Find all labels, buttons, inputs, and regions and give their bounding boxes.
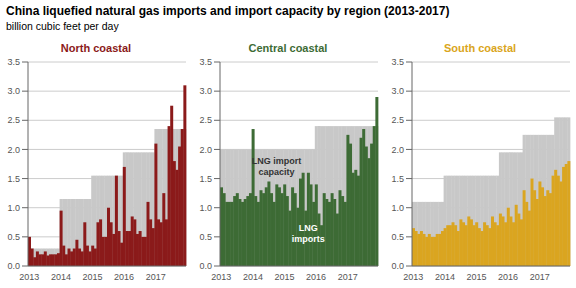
svg-text:3.0: 3.0	[391, 86, 404, 96]
svg-text:2015: 2015	[467, 272, 487, 282]
svg-text:3.5: 3.5	[391, 57, 404, 67]
svg-text:2016: 2016	[498, 272, 518, 282]
svg-text:1.5: 1.5	[8, 174, 20, 184]
svg-text:2.0: 2.0	[391, 145, 404, 155]
svg-text:2017: 2017	[530, 272, 550, 282]
svg-text:1.0: 1.0	[199, 203, 212, 213]
svg-text:LNG importcapacity: LNG importcapacity	[252, 156, 302, 177]
svg-text:3.5: 3.5	[199, 57, 212, 67]
svg-text:2015: 2015	[275, 272, 295, 282]
svg-text:1.5: 1.5	[199, 174, 212, 184]
html-text:billion cubic feet per day: billion cubic feet per day	[6, 20, 119, 32]
svg-text:1.5: 1.5	[391, 174, 404, 184]
svg-text:0.0: 0.0	[199, 261, 212, 271]
svg-text:2013: 2013	[211, 272, 231, 282]
svg-text:2014: 2014	[435, 272, 455, 282]
svg-text:3.5: 3.5	[8, 57, 20, 67]
html-text:Central coastal: Central coastal	[248, 42, 328, 54]
svg-text:1.0: 1.0	[8, 203, 20, 213]
svg-text:1.0: 1.0	[391, 203, 404, 213]
svg-text:2.0: 2.0	[8, 145, 20, 155]
svg-text:2015: 2015	[83, 272, 103, 282]
svg-text:2016: 2016	[306, 272, 326, 282]
svg-text:0.5: 0.5	[199, 232, 212, 242]
svg-text:2013: 2013	[403, 272, 423, 282]
svg-text:2.5: 2.5	[391, 115, 404, 125]
svg-text:LNGimports: LNGimports	[292, 223, 325, 244]
svg-text:0.5: 0.5	[391, 232, 404, 242]
svg-text:0.0: 0.0	[391, 261, 404, 271]
svg-text:2014: 2014	[51, 272, 71, 282]
svg-text:2.0: 2.0	[199, 145, 212, 155]
svg-text:3.0: 3.0	[199, 86, 212, 96]
svg-text:2016: 2016	[114, 272, 134, 282]
svg-text:2017: 2017	[338, 272, 358, 282]
svg-text:2.5: 2.5	[199, 115, 212, 125]
html-text:North coastal: North coastal	[60, 42, 132, 54]
svg-text:0.0: 0.0	[8, 261, 20, 271]
html-text:South coastal: South coastal	[443, 42, 517, 54]
svg-text:2.5: 2.5	[8, 115, 20, 125]
svg-text:2013: 2013	[19, 272, 39, 282]
html-text:China liquefied natural gas im: China liquefied natural gas imports and …	[6, 4, 450, 18]
svg-text:2017: 2017	[146, 272, 166, 282]
svg-text:0.5: 0.5	[8, 232, 20, 242]
svg-text:2014: 2014	[243, 272, 263, 282]
svg-text:3.0: 3.0	[8, 86, 20, 96]
